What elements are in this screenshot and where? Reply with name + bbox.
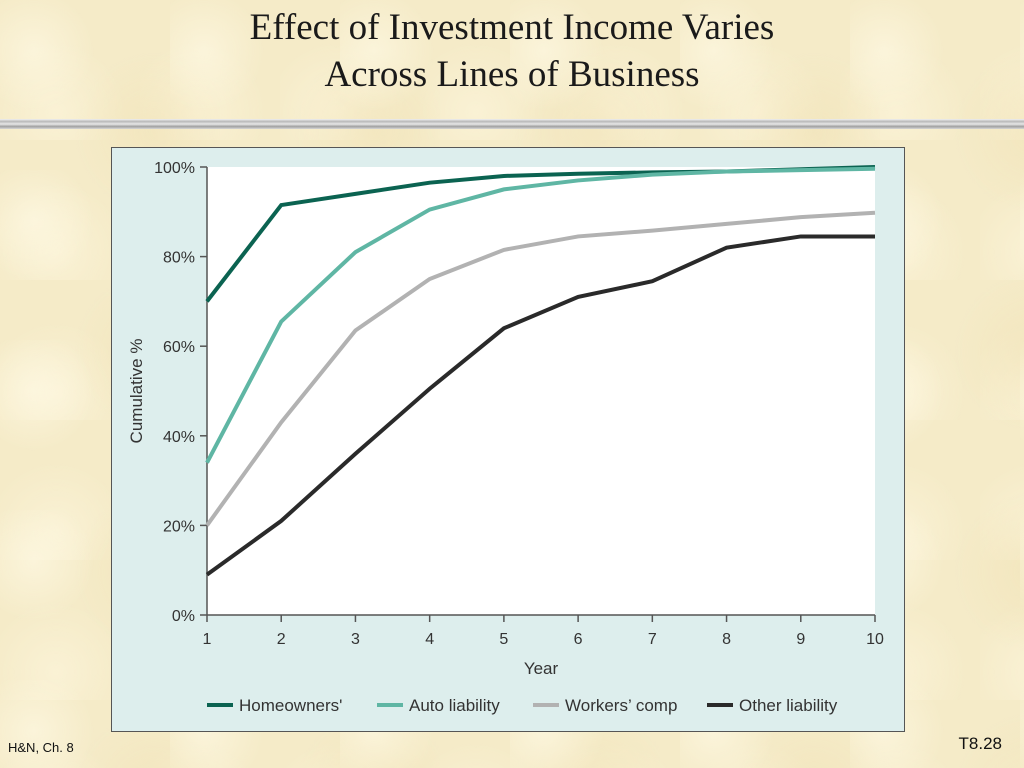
x-tick-label: 5 bbox=[499, 631, 508, 648]
legend-label: Homeowners' bbox=[239, 696, 342, 715]
y-tick-label: 60% bbox=[163, 339, 195, 356]
x-tick-label: 2 bbox=[277, 631, 286, 648]
legend-label: Other liability bbox=[739, 696, 838, 715]
x-axis-label: Year bbox=[524, 659, 559, 678]
chart-panel: 0% 20% 40% 60% 80% 100% 1 2 3 4 5 6 7 8 9 10 Year Cumulat… bbox=[111, 147, 905, 732]
title-divider bbox=[0, 119, 1024, 129]
y-tick-label: 40% bbox=[163, 429, 195, 446]
y-tick-label: 20% bbox=[163, 518, 195, 535]
series-line-4 bbox=[205, 234, 875, 577]
legend-label: Auto liability bbox=[409, 696, 500, 715]
y-tick-label: 0% bbox=[172, 608, 195, 625]
slide-title-line2: Across Lines of Business bbox=[324, 54, 700, 95]
y-tick-label: 100% bbox=[154, 160, 195, 177]
slide-title: Effect of Investment Income Varies Acros… bbox=[0, 4, 1024, 98]
x-tick-label: 7 bbox=[648, 631, 657, 648]
y-axis-label: Cumulative % bbox=[127, 339, 146, 444]
legend-label: Workers’ comp bbox=[565, 696, 677, 715]
slide-number: T8.28 bbox=[958, 734, 1002, 753]
x-tick-label: 1 bbox=[203, 631, 212, 648]
x-tick-label: 10 bbox=[866, 631, 884, 648]
series-line-3 bbox=[205, 210, 876, 527]
footer-source: H&N, Ch. 8 bbox=[8, 740, 74, 755]
x-tick-label: 3 bbox=[351, 631, 360, 648]
y-tick-label: 80% bbox=[163, 250, 195, 267]
series-line-2 bbox=[205, 166, 876, 464]
line-chart: 0% 20% 40% 60% 80% 100% 1 2 3 4 5 6 7 8 9 10 Year Cumulat… bbox=[127, 160, 884, 715]
x-tick-label: 9 bbox=[796, 631, 805, 648]
slide-title-line1: Effect of Investment Income Varies bbox=[249, 7, 775, 48]
x-tick-label: 6 bbox=[574, 631, 583, 648]
x-tick-label: 8 bbox=[722, 631, 731, 648]
x-tick-label: 4 bbox=[425, 631, 434, 648]
